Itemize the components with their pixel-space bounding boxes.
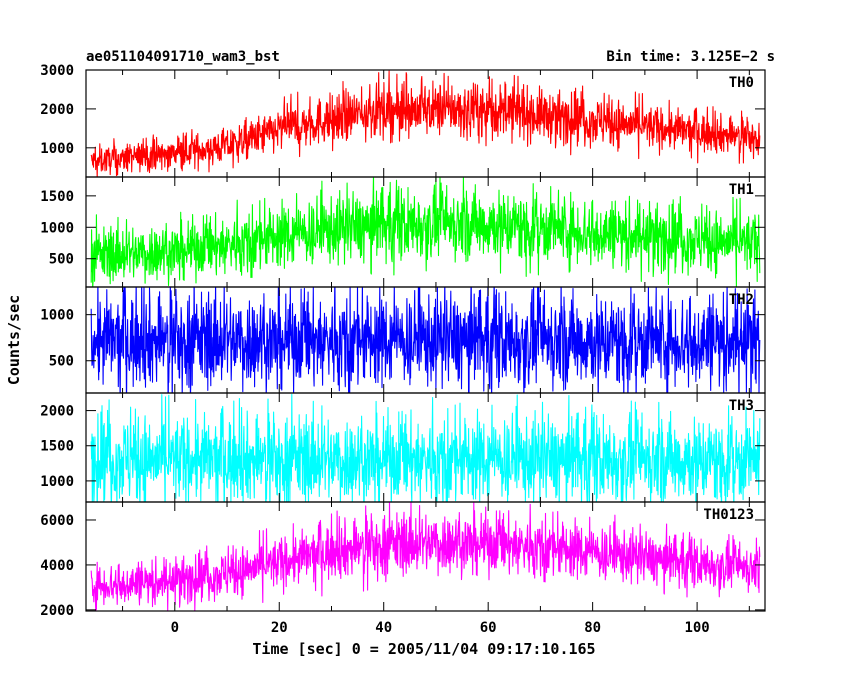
y-tick-label: 2000 xyxy=(40,404,74,420)
panel-th1: 500 1000 1500 TH1 xyxy=(40,176,766,288)
series-line-th0 xyxy=(90,70,761,177)
y-tick-label: 1000 xyxy=(40,308,74,324)
x-tick-label: 20 xyxy=(271,620,288,636)
plot-title-right: Bin time: 3.125E−2 s xyxy=(606,49,775,65)
panel-label-th3: TH3 xyxy=(729,398,754,414)
y-tick-label: 4000 xyxy=(40,558,74,574)
series-line-th3 xyxy=(90,393,761,502)
x-tick-label: 100 xyxy=(684,620,709,636)
series-line-th0123 xyxy=(90,502,761,611)
y-axis-label: Counts/sec xyxy=(5,295,23,385)
series-line-th2 xyxy=(90,287,761,393)
y-tick-label: 500 xyxy=(49,252,74,268)
y-tick-label: 1000 xyxy=(40,220,74,236)
panel-th3: 1000 1500 2000 TH3 xyxy=(40,392,766,503)
x-axis-label: Time [sec] 0 = 2005/11/04 09:17:10.165 xyxy=(252,640,595,658)
y-tick-label: 3000 xyxy=(40,63,74,79)
y-tick-label: 2000 xyxy=(40,603,74,619)
plot-title-left: ae051104091710_wam3_bst xyxy=(86,49,280,65)
x-tick-label: 0 xyxy=(171,620,179,636)
y-tick-label: 1000 xyxy=(40,141,74,157)
panel-th0123: 2000 4000 6000 TH0123 xyxy=(40,501,766,619)
panel-label-th0123: TH0123 xyxy=(703,507,754,523)
panel-label-th2: TH2 xyxy=(729,292,754,308)
x-tick-label: 40 xyxy=(375,620,392,636)
y-tick-label: 1500 xyxy=(40,189,74,205)
y-tick-label: 2000 xyxy=(40,102,74,118)
y-tick-label: 1000 xyxy=(40,474,74,490)
panel-label-th1: TH1 xyxy=(729,182,754,198)
y-tick-label: 500 xyxy=(49,354,74,370)
panel-label-th0: TH0 xyxy=(729,75,754,91)
x-tick-label: 60 xyxy=(480,620,497,636)
y-tick-label: 1500 xyxy=(40,439,74,455)
panel-frame xyxy=(85,501,766,612)
series-line-th1 xyxy=(90,177,761,287)
y-tick-label: 6000 xyxy=(40,513,74,529)
x-tick-label: 80 xyxy=(584,620,601,636)
